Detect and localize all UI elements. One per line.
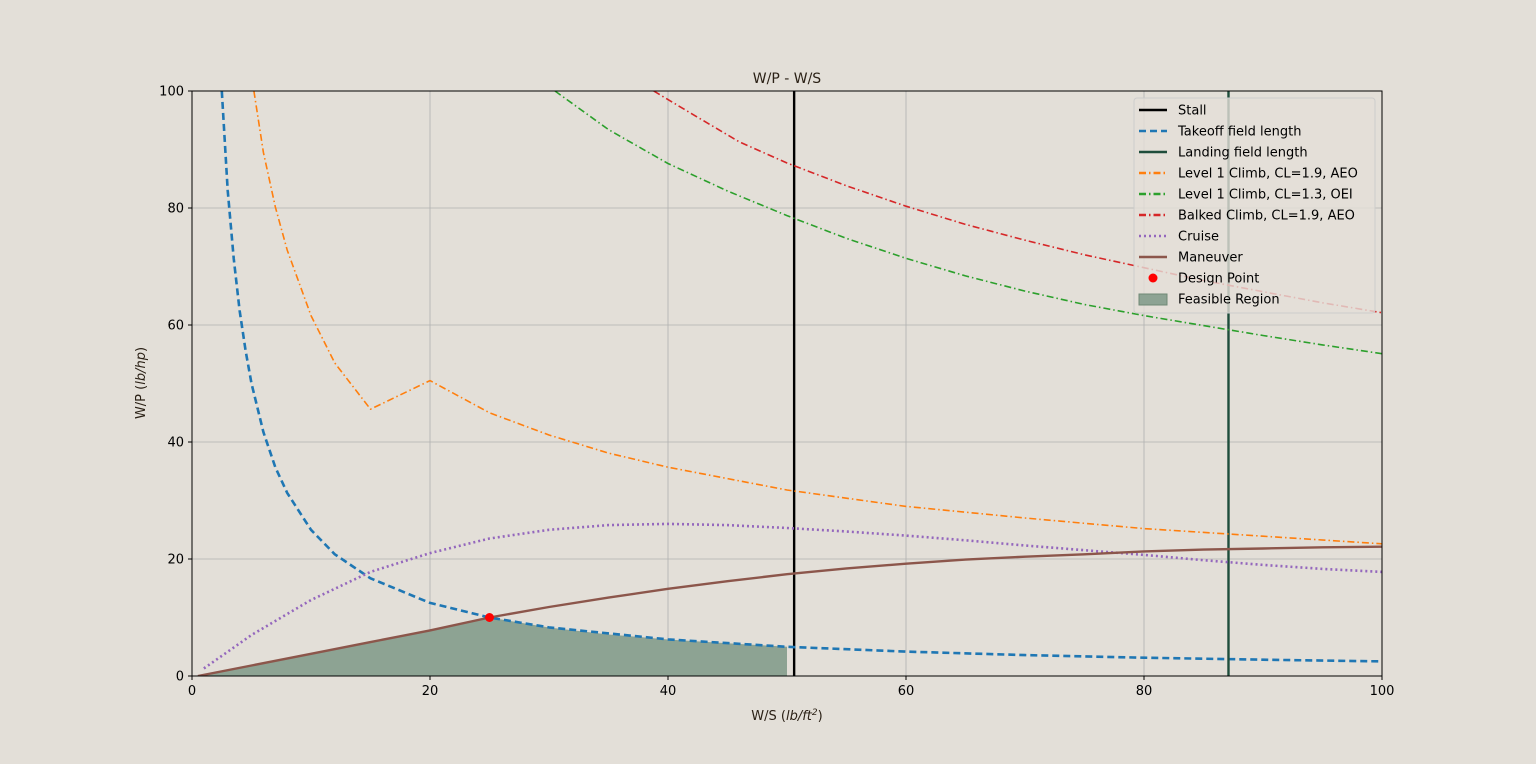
y-axis-label-unit: lb/hp [134,352,149,385]
legend-label: Balked Climb, CL=1.9, AEO [1178,209,1355,224]
legend-swatch [1138,293,1168,306]
legend-label: Design Point [1178,272,1259,287]
y-axis-label-text: W/P ( [134,385,149,419]
series-cruise [203,522,1382,670]
legend: Stall Takeoff field length Landing field l… [1133,97,1376,314]
y-tick-label: 100 [159,85,184,100]
legend-item-stall: Stall [1139,104,1207,119]
legend-swatch [1148,273,1158,283]
plot-area [197,91,1382,676]
legend-label: Takeoff field length [1177,125,1301,140]
legend-item-climb_oei: Level 1 Climb, CL=1.3, OEI [1139,188,1353,203]
legend-label: Level 1 Climb, CL=1.9, AEO [1178,167,1358,182]
x-axis-label-close: ) [818,709,823,724]
legend-label: Feasible Region [1178,293,1280,308]
x-tick-label: 0 [188,684,196,699]
plot-clip-group [197,91,1382,676]
y-tick-label: 80 [167,202,184,217]
legend-item-cruise: Cruise [1139,230,1219,245]
legend-item-maneuver: Maneuver [1139,251,1243,266]
y-tick-label: 20 [167,553,184,568]
axis-ticks: 0 20 40 60 80 100 0 20 40 60 80 100 [159,85,1394,700]
series-climb_aeo [253,91,1382,545]
legend-label: Level 1 Climb, CL=1.3, OEI [1178,188,1353,203]
x-tick-label: 60 [898,684,915,699]
legend-label: Landing field length [1178,146,1308,161]
legend-box [1133,97,1376,314]
chart-title: W/P - W/S [753,71,822,87]
legend-item-takeoff: Takeoff field length [1139,125,1301,140]
legend-label: Maneuver [1178,251,1243,266]
legend-item-balked: Balked Climb, CL=1.9, AEO [1139,209,1355,224]
y-axis-label-close: ) [134,347,149,352]
x-axis-label: W/S (lb/ft2) [751,708,822,724]
legend-item-climb_aeo: Level 1 Climb, CL=1.9, AEO [1139,167,1358,182]
legend-item-landing: Landing field length [1139,146,1308,161]
series-climb_oei [554,91,1382,355]
x-tick-label: 100 [1370,684,1395,699]
y-axis-label: W/P (lb/hp) [134,347,149,419]
design-point-marker [485,613,494,622]
y-tick-label: 60 [167,319,184,334]
legend-item-design_point: Design Point [1148,272,1259,287]
x-tick-label: 20 [422,684,439,699]
series-takeoff [220,91,1382,663]
legend-label: Stall [1178,104,1207,119]
x-axis-label-exponent: 2 [812,708,818,718]
x-tick-label: 40 [660,684,677,699]
series-feasible [197,617,787,676]
series-maneuver [197,545,1382,676]
x-axis-label-unit: lb/ft [786,709,813,724]
legend-item-feasible: Feasible Region [1138,293,1280,308]
axes-frame [191,90,1383,677]
series-balked [653,91,1382,314]
y-tick-label: 40 [167,436,184,451]
x-axis-label-text: W/S ( [751,709,786,724]
x-tick-label: 80 [1136,684,1153,699]
legend-label: Cruise [1178,230,1219,245]
y-tick-label: 0 [176,670,184,685]
